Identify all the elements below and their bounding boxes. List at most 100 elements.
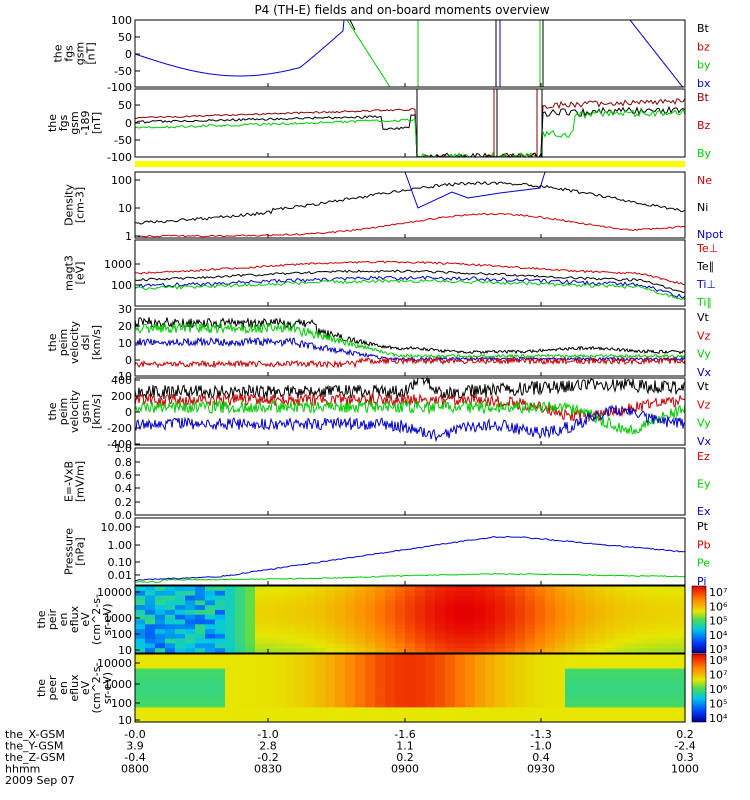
heatmap-cell [645, 586, 656, 592]
heatmap-cell [295, 590, 306, 597]
heatmap-cell [525, 717, 536, 723]
heatmap-cell [325, 648, 336, 654]
heatmap-cell [455, 658, 466, 665]
heatmap-cell [615, 692, 626, 699]
heatmap-cell [275, 614, 286, 621]
heatmap-cell [465, 654, 476, 660]
heatmap-cell [155, 600, 166, 606]
heatmap-cell [235, 605, 246, 611]
heatmap-cell [675, 643, 686, 649]
heatmap-cell [355, 605, 366, 611]
heatmap-cell [175, 654, 186, 660]
heatmap-cell [255, 624, 266, 630]
heatmap-cell [215, 697, 226, 704]
heatmap-cell [455, 600, 466, 606]
heatmap-cell [545, 609, 556, 616]
heatmap-cell [365, 629, 376, 635]
heatmap-cell [135, 654, 146, 660]
heatmap-cell [465, 629, 476, 635]
heatmap-cell [615, 629, 626, 635]
heatmap-cell [295, 707, 306, 713]
ytick-label: 1.0 [115, 442, 133, 455]
heatmap-cell [215, 629, 226, 635]
heatmap-cell [635, 624, 646, 630]
heatmap-cell [165, 605, 176, 611]
heatmap-cell [415, 586, 426, 592]
heatmap-cell [385, 712, 396, 718]
heatmap-cell [385, 609, 396, 616]
heatmap-cell [185, 658, 196, 665]
heatmap-cell [395, 605, 406, 611]
heatmap-cell [565, 702, 576, 709]
plot-frame [134, 239, 686, 307]
y-axis-label: Density [63, 184, 76, 226]
heatmap-cell [185, 712, 196, 718]
heatmap-cell [245, 707, 256, 713]
heatmap-cell [595, 692, 606, 699]
heatmap-cell [195, 600, 206, 606]
heatmap-cell [585, 717, 596, 723]
series-by [134, 107, 686, 158]
heatmap-cell [615, 595, 626, 601]
heatmap-cell [655, 609, 666, 616]
heatmap-cell [445, 663, 456, 670]
heatmap-cell [475, 688, 486, 694]
heatmap-cell [215, 633, 226, 640]
heatmap-cell [525, 595, 536, 601]
heatmap-cell [405, 605, 416, 611]
heatmap-cell [275, 663, 286, 670]
heatmap-cell [655, 663, 666, 670]
heatmap-cell [185, 648, 196, 654]
heatmap-cell [375, 663, 386, 670]
heatmap-cell [585, 697, 596, 704]
heatmap-cell [565, 688, 576, 694]
heatmap-cell [335, 609, 346, 616]
heatmap-cell [605, 668, 616, 675]
heatmap-cell [575, 595, 586, 601]
ytick-label: 0 [125, 406, 132, 419]
heatmap-cell [675, 678, 686, 684]
heatmap-cell [565, 638, 576, 644]
heatmap-cell [305, 624, 316, 630]
heatmap-cell [585, 595, 596, 601]
series-vy [134, 399, 686, 436]
heatmap-cell [655, 717, 666, 723]
heatmap-cell [285, 688, 296, 694]
heatmap-cell [295, 692, 306, 699]
panel-8: 10000100010010thepeirenefluxeV(cm^2-s-sr… [35, 585, 728, 657]
heatmap-cell [165, 614, 176, 621]
heatmap-cell [235, 590, 246, 597]
date-label: 2009 Sep 07 [5, 774, 75, 787]
heatmap-cell [655, 692, 666, 699]
heatmap-cell [435, 673, 446, 679]
plot-frame [134, 308, 686, 377]
heatmap-cell [555, 673, 566, 679]
heatmap-cell [465, 717, 476, 723]
ytick-label: 10.00 [101, 521, 133, 534]
heatmap-cell [345, 663, 356, 670]
heatmap-cell [425, 692, 436, 699]
heatmap-cell [475, 668, 486, 675]
heatmap-cell [445, 595, 456, 601]
legend-vz: Vz [697, 329, 711, 342]
heatmap-cell [295, 683, 306, 689]
ytick-label: 10 [118, 337, 132, 350]
heatmap-cell [215, 595, 226, 601]
heatmap-cell [615, 614, 626, 621]
heatmap-cell [625, 663, 636, 670]
heatmap-cell [225, 654, 236, 660]
legend-vx: Vx [697, 366, 712, 379]
heatmap-cell [275, 712, 286, 718]
heatmap-cell [135, 586, 146, 592]
heatmap-cell [175, 668, 186, 675]
heatmap-cell [675, 692, 686, 699]
heatmap-cell [225, 619, 236, 625]
heatmap-cell [405, 600, 416, 606]
heatmap-cell [605, 586, 616, 592]
heatmap-cell [485, 643, 496, 649]
heatmap-cell [635, 595, 646, 601]
heatmap-cell [455, 624, 466, 630]
heatmap-cell [145, 668, 156, 675]
footer-row-label: hhmm [5, 763, 40, 776]
